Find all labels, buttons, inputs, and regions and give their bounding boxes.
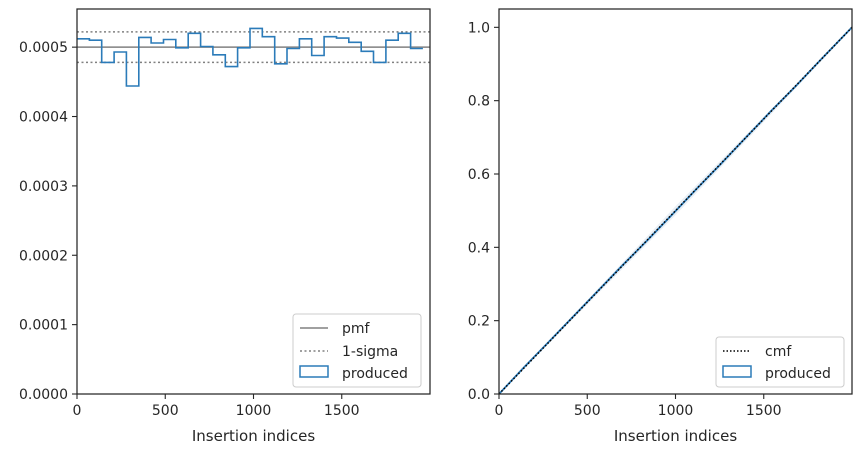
- left-y-tick-label: 0.0005: [19, 40, 68, 56]
- right-chart: 0 500 1000 1500 0.0 0.2 0.4 0.6 0.8 1.0 Insertio…: [468, 8, 853, 445]
- left-y-tick-label: 0.0000: [19, 387, 68, 403]
- right-x-tick-label: 1000: [658, 403, 694, 419]
- right-legend: cmf produced: [715, 336, 845, 388]
- right-cmf-line: [498, 26, 853, 395]
- left-y-tick-label: 0.0001: [19, 318, 68, 334]
- left-legend: pmf 1-sigma produced: [292, 313, 422, 388]
- legend-produced-swatch-right: [722, 365, 752, 378]
- legend-produced-swatch: [299, 365, 329, 378]
- left-sigma-lines: [77, 31, 430, 64]
- left-y-tick-label: 0.0003: [19, 179, 68, 195]
- right-y-tick-label: 0.0: [468, 387, 490, 403]
- right-x-tick-label: 1500: [746, 403, 782, 419]
- right-y-tick-label: 0.4: [468, 240, 490, 256]
- left-plot-frame: [76, 8, 431, 395]
- legend-sigma-label: 1-sigma: [342, 344, 398, 360]
- left-y-ticks: 0.0000 0.0001 0.0002 0.0003 0.0004 0.0005: [19, 40, 77, 403]
- left-produced-step: [77, 27, 423, 87]
- right-x-tick-label: 500: [574, 403, 601, 419]
- left-x-tick-label: 1000: [236, 403, 272, 419]
- legend-produced-label-right: produced: [765, 366, 831, 382]
- left-x-tick-label: 500: [152, 403, 179, 419]
- left-y-tick-label: 0.0002: [19, 248, 68, 264]
- left-chart: 0 500 1000 1500 0.00000.00010.00020.00030.0…: [19, 8, 431, 445]
- left-x-axis-label: Insertion indices: [192, 427, 315, 445]
- legend-cmf-label: cmf: [765, 344, 792, 360]
- right-x-ticks: 0 500 1000 1500: [495, 394, 782, 419]
- legend-pmf-label: pmf: [342, 321, 371, 337]
- right-x-tick-label: 0: [495, 403, 504, 419]
- legend-produced-label: produced: [342, 366, 408, 382]
- right-y-ticks: 0.0 0.2 0.4 0.6 0.8 1.0: [468, 20, 499, 403]
- right-y-tick-label: 0.6: [468, 167, 490, 183]
- right-y-tick-label: 0.2: [468, 314, 490, 330]
- right-legend-box: [715, 336, 845, 388]
- left-y-tick-label: 0.0004: [19, 110, 68, 126]
- left-x-tick-label: 1500: [324, 403, 360, 419]
- left-x-ticks: 0 500 1000 1500: [73, 394, 360, 419]
- right-y-tick-label: 0.8: [468, 94, 490, 110]
- left-x-tick-label: 0: [73, 403, 82, 419]
- left-legend-box: [292, 313, 422, 388]
- right-y-tick-label: 1.0: [468, 20, 490, 36]
- right-plot-frame: [498, 8, 853, 395]
- right-x-axis-label: Insertion indices: [614, 427, 737, 445]
